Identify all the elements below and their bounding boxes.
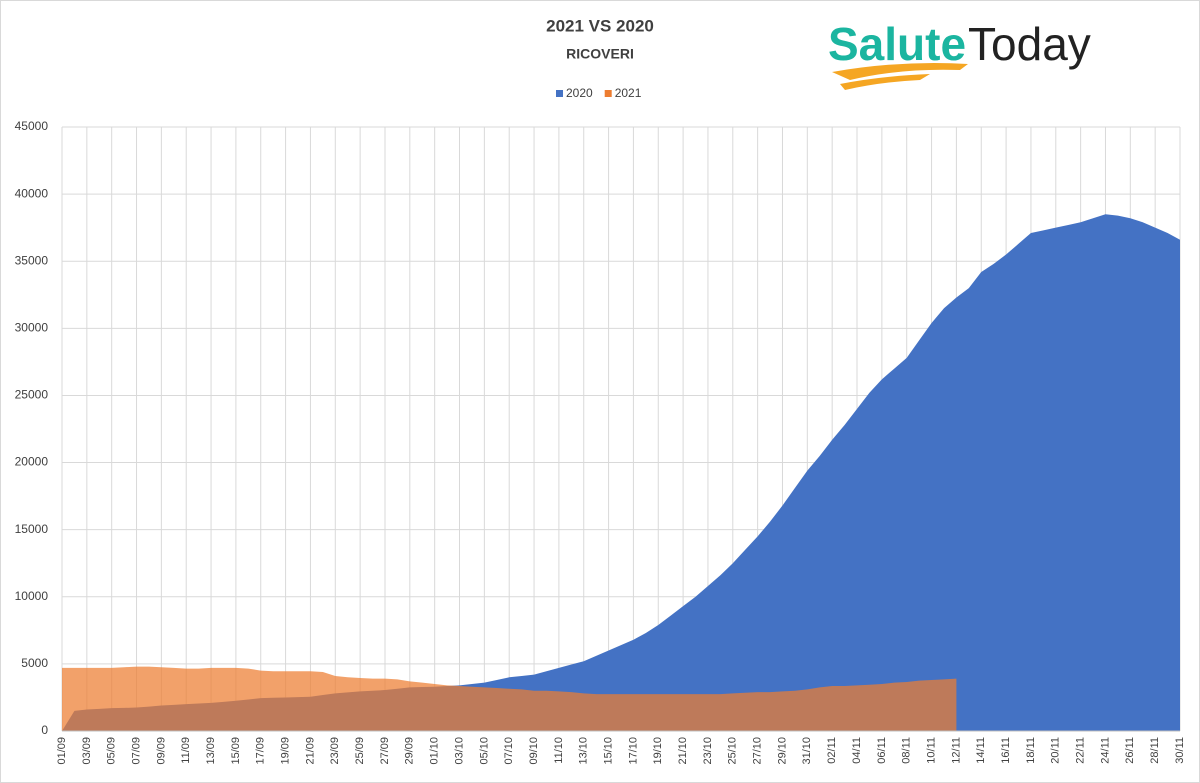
y-tick-label: 35000	[15, 253, 49, 267]
x-tick-label: 15/09	[230, 737, 242, 765]
x-tick-label: 02/11	[826, 737, 838, 764]
x-tick-label: 29/09	[404, 737, 416, 765]
x-tick-label: 27/10	[752, 737, 764, 765]
x-tick-label: 11/09	[180, 737, 192, 764]
x-tick-label: 21/09	[304, 737, 316, 765]
y-tick-label: 25000	[15, 388, 49, 402]
x-tick-label: 03/09	[81, 737, 93, 765]
x-tick-label: 21/10	[677, 737, 689, 765]
x-tick-label: 12/11	[950, 737, 962, 764]
chart-subtitle: RICOVERI	[566, 46, 634, 62]
area-series	[62, 666, 957, 731]
logo-brush	[832, 63, 968, 90]
x-tick-label: 19/09	[280, 737, 292, 765]
y-tick-label: 20000	[15, 455, 49, 469]
x-tick-label: 26/11	[1124, 737, 1136, 764]
y-tick-label: 45000	[15, 119, 49, 133]
area-series	[62, 214, 1180, 731]
x-tick-label: 22/11	[1075, 737, 1087, 764]
x-tick-label: 03/10	[453, 737, 465, 765]
x-tick-label: 24/11	[1099, 737, 1111, 764]
x-tick-label: 10/11	[925, 737, 937, 764]
x-tick-label: 09/10	[528, 737, 540, 765]
logo-salute: Salute	[828, 18, 966, 70]
x-tick-label: 27/09	[379, 737, 391, 765]
y-tick-label: 5000	[21, 656, 48, 670]
chart-title: 2021 VS 2020	[546, 16, 654, 35]
y-tick-label: 10000	[15, 589, 49, 603]
logo-today: Today	[968, 18, 1091, 70]
x-tick-label: 17/09	[255, 737, 267, 765]
x-tick-label: 23/10	[702, 737, 714, 765]
x-tick-label: 29/10	[776, 737, 788, 765]
x-tick-label: 17/10	[627, 737, 639, 765]
x-tick-label: 11/10	[553, 737, 565, 764]
x-tick-label: 23/09	[329, 737, 341, 765]
x-tick-label: 01/10	[429, 737, 441, 765]
y-tick-label: 30000	[15, 321, 49, 335]
x-tick-label: 14/11	[975, 737, 987, 764]
x-tick-label: 05/09	[106, 737, 118, 765]
y-tick-label: 15000	[15, 522, 49, 536]
x-tick-label: 18/11	[1025, 737, 1037, 764]
legend-swatch	[556, 90, 563, 97]
y-tick-label: 0	[41, 723, 48, 737]
x-tick-label: 28/11	[1149, 737, 1161, 764]
x-tick-label: 05/10	[478, 737, 490, 765]
x-tick-label: 16/11	[1000, 737, 1012, 764]
x-tick-label: 19/10	[652, 737, 664, 765]
x-tick-label: 13/10	[578, 737, 590, 765]
x-tick-label: 07/09	[130, 737, 142, 765]
x-tick-label: 31/10	[801, 737, 813, 765]
x-tick-label: 13/09	[205, 737, 217, 765]
legend-label: 2021	[615, 86, 642, 100]
x-tick-label: 15/10	[602, 737, 614, 765]
x-tick-label: 09/09	[155, 737, 167, 765]
legend-swatch	[604, 90, 612, 97]
x-tick-label: 25/09	[354, 737, 366, 765]
x-tick-label: 08/11	[901, 737, 913, 764]
x-tick-label: 01/09	[56, 737, 68, 765]
x-tick-label: 25/10	[727, 737, 739, 765]
x-tick-label: 20/11	[1050, 737, 1062, 764]
x-tick-label: 04/11	[851, 737, 863, 764]
x-tick-label: 07/10	[503, 737, 515, 765]
y-tick-label: 40000	[15, 186, 49, 200]
legend-label: 2020	[566, 86, 593, 100]
x-tick-label: 30/11	[1174, 737, 1186, 764]
x-tick-label: 06/11	[876, 737, 888, 764]
